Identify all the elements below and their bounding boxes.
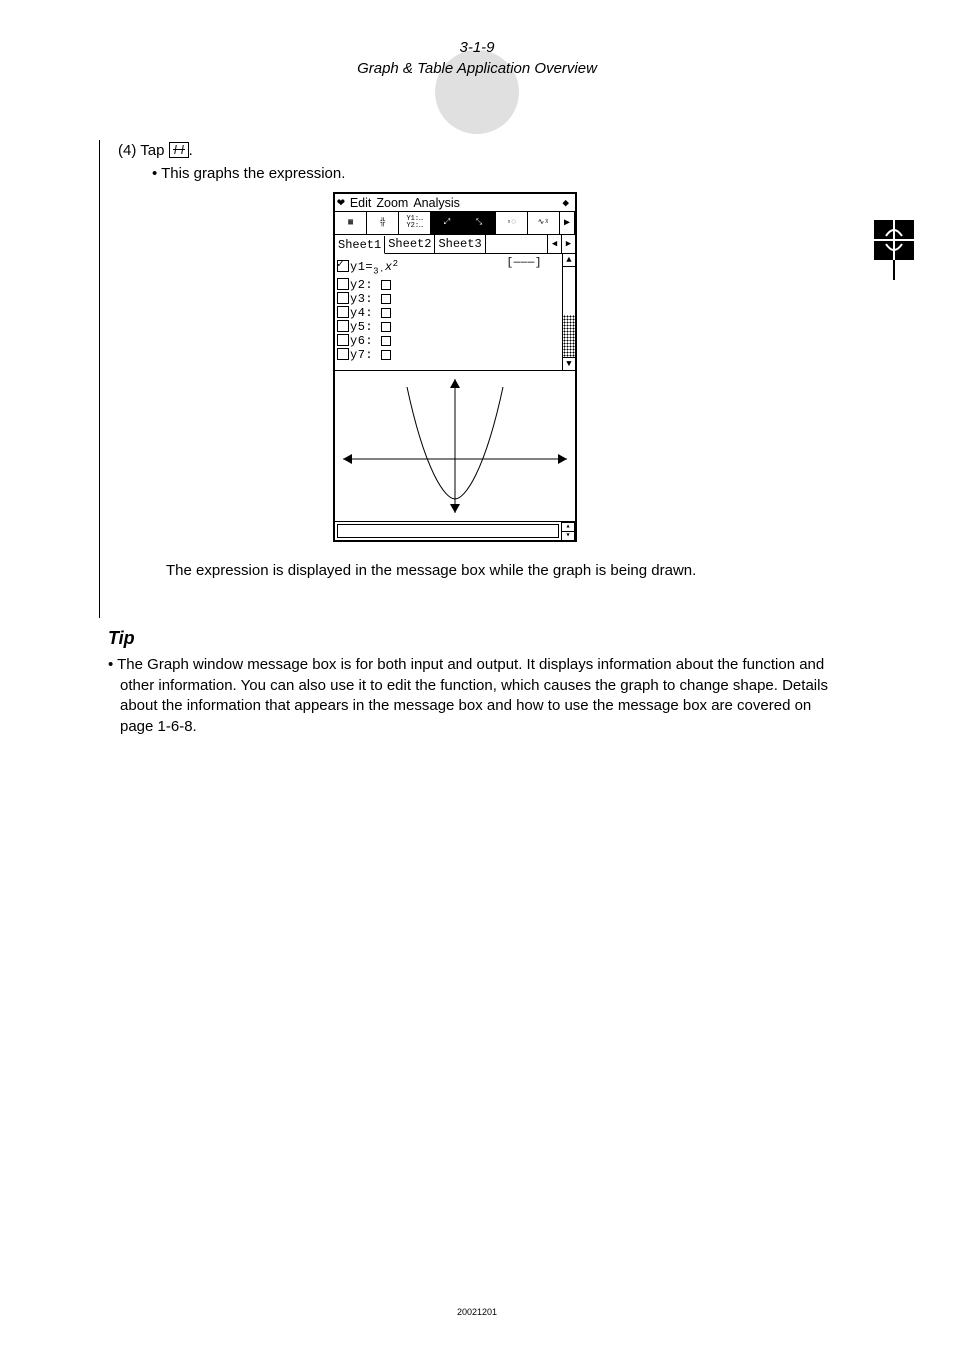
line-y5[interactable]: y5: (337, 320, 560, 334)
checkbox-y5[interactable] (337, 320, 349, 332)
msgbox-icons: ▴ ▾ (561, 522, 575, 540)
sheet-nav: ◀ ▶ (547, 235, 575, 253)
x-axis-arrow-left (343, 454, 352, 464)
checkbox-y2[interactable] (337, 278, 349, 290)
step-4-text: (4) Tap . (118, 142, 848, 159)
step-bullet: • This graphs the expression. (152, 165, 848, 182)
tool-btn-2[interactable]: ╬ (367, 212, 399, 234)
y1-exp: 2 (393, 259, 399, 269)
line-y4[interactable]: y4: (337, 306, 560, 320)
graph-panel (335, 371, 575, 522)
tab-sheet3[interactable]: Sheet3 (435, 235, 485, 253)
calc-window: ❤ Edit Zoom Analysis ◆ ▦ ╬ Y1:… Y2:… ⤢ ⤡… (333, 192, 577, 542)
calc-toolbar: ▦ ╬ Y1:… Y2:… ⤢ ⤡ ▫◌ ∿ᵡ ▶ (335, 212, 575, 235)
calc-menubar: ❤ Edit Zoom Analysis ◆ (335, 194, 575, 212)
y1-var: x (385, 260, 393, 274)
checkbox-y6[interactable] (337, 334, 349, 346)
empty-box (381, 350, 391, 360)
tool-btn-4[interactable]: ⤢ (431, 212, 463, 234)
menu-zoom[interactable]: Zoom (376, 196, 408, 210)
menu-more-icon[interactable]: ◆ (562, 196, 569, 210)
graph-svg (335, 371, 575, 521)
line-y3[interactable]: y3: (337, 292, 560, 306)
screenshot-caption: The expression is displayed in the messa… (166, 562, 848, 579)
scroll-thumb[interactable] (563, 315, 575, 357)
checkbox-y7[interactable] (337, 348, 349, 360)
page-header: 3-1-9 Graph & Table Application Overview (0, 39, 954, 77)
checkbox-y3[interactable] (337, 292, 349, 304)
scroll-up-icon[interactable]: ▲ (563, 254, 575, 267)
tool-btn-7[interactable]: ∿ᵡ (528, 212, 560, 234)
msgbox-up-icon[interactable]: ▴ (561, 522, 575, 531)
toolbar-more-icon[interactable]: ▶ (560, 212, 575, 234)
message-box-row: ▴ ▾ (335, 522, 575, 540)
editor-scrollbar[interactable]: ▲ ▼ (562, 254, 575, 370)
empty-box (381, 322, 391, 332)
menu-check-icon: ❤ (337, 195, 345, 210)
menu-edit[interactable]: Edit (350, 196, 372, 210)
message-box[interactable] (337, 524, 559, 538)
empty-box (381, 308, 391, 318)
empty-box (381, 294, 391, 304)
y-axis-arrow-up (450, 379, 460, 388)
step-action-suffix: . (189, 142, 193, 159)
checkbox-y1[interactable] (337, 260, 349, 272)
step-number: (4) (118, 142, 136, 159)
tool-btn-5[interactable]: ⤡ (464, 212, 496, 234)
scroll-down-icon[interactable]: ▼ (563, 357, 575, 370)
scroll-track[interactable] (563, 267, 575, 315)
tool-btn-3[interactable]: Y1:… Y2:… (399, 212, 431, 234)
crop-registration-mark (874, 220, 914, 285)
tip-body: • The Graph window message box is for bo… (108, 655, 848, 738)
line-y2[interactable]: y2: (337, 278, 560, 292)
sheet-nav-left-icon[interactable]: ◀ (547, 235, 561, 253)
tip-heading: Tip (108, 628, 848, 649)
msgbox-down-icon[interactable]: ▾ (561, 531, 575, 541)
empty-box (381, 280, 391, 290)
line-y6[interactable]: y6: (337, 334, 560, 348)
menu-analysis[interactable]: Analysis (413, 196, 460, 210)
tab-sheet2[interactable]: Sheet2 (385, 235, 435, 253)
x-axis-arrow-right (558, 454, 567, 464)
sheet-tabs: Sheet1 Sheet2 Sheet3 ◀ ▶ (335, 235, 575, 254)
graph-icon (169, 142, 189, 158)
vertical-rule (99, 140, 103, 618)
y-axis-arrow-down (450, 504, 460, 513)
footer-date: 20021201 (0, 1307, 954, 1317)
sheet-nav-right-icon[interactable]: ▶ (561, 235, 575, 253)
tool-btn-6[interactable]: ▫◌ (496, 212, 528, 234)
page-code: 3-1-9 (0, 39, 954, 56)
empty-box (381, 336, 391, 346)
tool-btn-1[interactable]: ▦ (335, 212, 367, 234)
editor-lines: y1=3·x2 [———] y2: y3: y4: y5: y6: y7: (335, 254, 562, 370)
step-action-prefix: Tap (140, 142, 164, 159)
line-style-indicator: [———] (506, 256, 542, 270)
calculator-screenshot: ❤ Edit Zoom Analysis ◆ ▦ ╬ Y1:… Y2:… ⤢ ⤡… (333, 192, 848, 542)
line-y7[interactable]: y7: (337, 348, 560, 362)
function-editor: y1=3·x2 [———] y2: y3: y4: y5: y6: y7: ▲ (335, 254, 575, 371)
checkbox-y4[interactable] (337, 306, 349, 318)
tab-sheet1[interactable]: Sheet1 (335, 236, 385, 254)
section-title: Graph & Table Application Overview (0, 60, 954, 77)
line-y1[interactable]: y1=3·x2 [———] (337, 256, 560, 278)
y1-coef: 3· (373, 266, 385, 276)
y1-label: y1= (350, 260, 373, 274)
